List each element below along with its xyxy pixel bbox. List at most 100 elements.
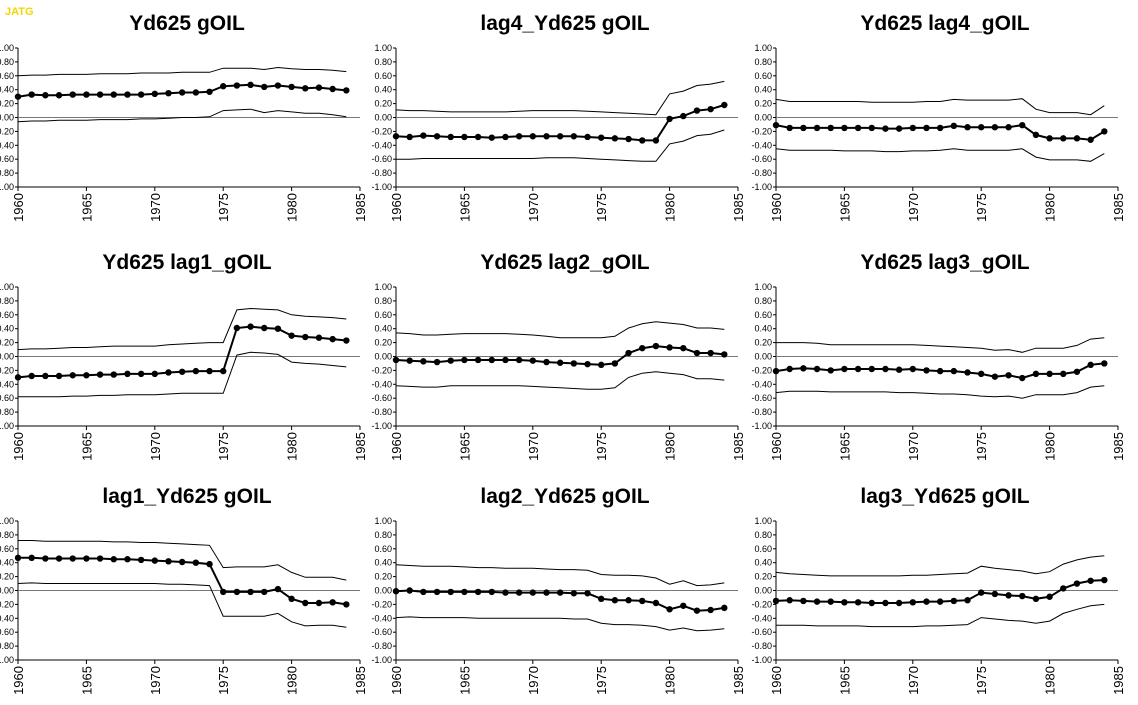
estimate-point [110,556,117,563]
y-tick-label: -0.40 [371,613,392,623]
x-tick-label: 1975 [594,193,609,222]
x-tick-label: 1970 [906,193,921,222]
x-tick-label: 1980 [1043,193,1058,222]
x-tick-label: 1985 [1111,666,1126,695]
estimate-point [909,124,916,132]
x-tick-label: 1970 [148,432,163,461]
y-tick-label: -0.60 [751,154,772,164]
estimate-point [178,558,186,566]
estimate-point [220,367,227,375]
chart-title: lag4_Yd625 gOIL [480,12,649,35]
estimate-point [488,134,495,141]
estimate-point [83,372,90,379]
estimate-point [1073,135,1081,142]
x-tick-label: 1970 [906,432,921,461]
y-tick-label: 0.20 [754,338,772,348]
estimate-point [433,133,441,140]
estimate-point [978,370,985,378]
y-tick-label: 0.20 [374,338,392,348]
estimate-point [570,590,578,597]
y-tick-label: -0.60 [0,627,14,637]
y-tick-label: -0.60 [751,393,772,403]
estimate-point [406,133,413,141]
estimate-point [666,606,673,613]
estimate-point [813,598,821,605]
estimate-point [192,89,200,96]
estimate-point [302,85,309,92]
estimate-point [502,133,509,141]
estimate-point [55,372,63,380]
y-tick-label: -0.20 [751,365,772,375]
estimate-point [315,84,323,91]
estimate-point [882,125,889,132]
estimate-point [707,349,714,357]
x-tick-label: 1965 [837,666,852,695]
estimate-point [1073,368,1081,375]
estimate-point [329,599,336,606]
estimate-point [936,598,944,605]
estimate-point [923,367,930,374]
estimate-point [841,599,848,606]
y-tick-label: 0.60 [754,71,772,81]
x-tick-label: 1975 [216,666,231,695]
x-tick-label: 1960 [389,193,404,222]
estimate-point [1019,592,1026,600]
estimate-point [964,124,971,131]
estimate-point [611,135,619,142]
x-tick-label: 1980 [1043,666,1058,695]
y-tick-label: 0.80 [754,57,772,67]
y-tick-label: -0.60 [371,627,392,637]
estimate-point [461,133,468,141]
chart-panel-3: Yd625 lag4_gOIL 1.00 0.80 0.60 0.40 0.20 0.00 -… [751,12,1126,222]
y-tick-label: -1.00 [371,182,392,192]
estimate-point [1019,374,1026,382]
estimate-point [543,358,550,366]
y-tick-label: 0.60 [0,544,14,554]
x-tick-label: 1965 [79,432,94,461]
estimate-point [178,368,186,375]
chart-panel-4: Yd625 lag1_gOIL 1.00 0.80 0.60 0.40 0.20 0.00 -… [0,251,368,461]
estimate-point [137,91,145,98]
estimate-point [680,112,687,120]
x-tick-label: 1965 [457,432,472,461]
estimate-point [165,369,172,376]
y-tick-label: 1.00 [374,516,392,526]
estimate-point [14,554,22,562]
series-upper-line [395,564,725,587]
estimate-point [261,324,268,332]
series-upper-line [395,80,725,116]
y-tick-label: 1.00 [0,516,14,526]
estimate-point [343,337,350,344]
y-tick-label: -1.00 [751,182,772,192]
estimate-point [178,89,186,96]
estimate-point [639,597,646,605]
chart-panel-5: Yd625 lag2_gOIL 1.00 0.80 0.60 0.40 0.20 0.00 -… [371,251,746,461]
estimate-point [964,597,971,604]
estimate-point [625,349,632,357]
y-tick-label: 0.40 [374,558,392,568]
y-tick-label: -0.60 [371,154,392,164]
y-tick-label: -1.00 [0,655,14,665]
x-tick-label: 1960 [11,193,26,222]
estimate-point [343,87,350,94]
y-tick-label: -0.60 [0,154,14,164]
estimate-point [392,587,400,595]
x-tick-label: 1980 [1043,432,1058,461]
estimate-point [1032,370,1040,378]
estimate-point [110,91,117,98]
y-tick-label: -1.00 [371,655,392,665]
estimate-point [343,601,350,608]
y-tick-label: -0.80 [751,641,772,651]
estimate-point [124,370,131,378]
y-tick-label: 0.60 [754,310,772,320]
estimate-point [220,588,227,596]
estimate-point [247,588,254,596]
estimate-point [433,358,441,366]
estimate-point [936,124,944,132]
estimate-point [978,589,985,596]
estimate-point [274,585,282,593]
estimate-point [721,351,728,358]
estimate-point [598,361,605,369]
y-tick-label: 0.00 [374,352,392,362]
y-tick-label: -1.00 [371,421,392,431]
